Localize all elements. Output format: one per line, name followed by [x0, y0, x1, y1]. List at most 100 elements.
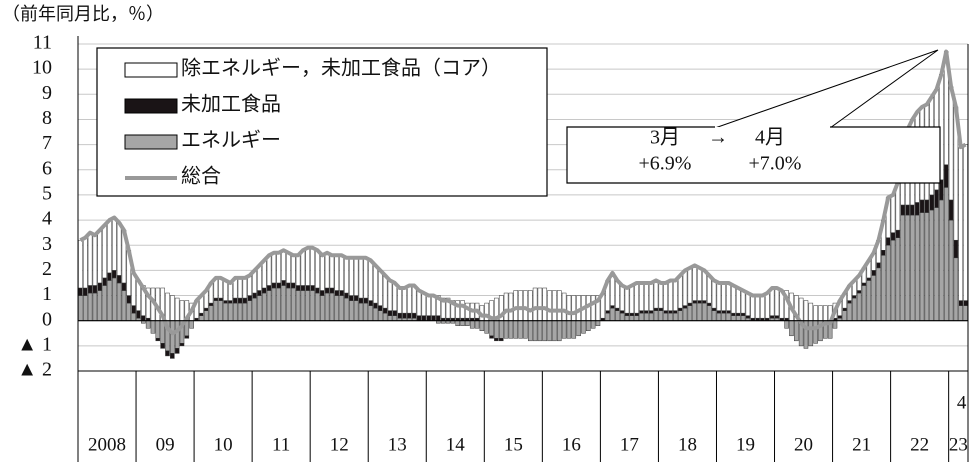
bar-segment [939, 199, 944, 321]
bar-segment [189, 320, 194, 329]
bar-segment [310, 247, 315, 286]
bar-segment [639, 310, 644, 314]
y-tick-label: 9 [42, 82, 52, 104]
bar-segment [363, 302, 369, 321]
bar-segment [174, 320, 180, 349]
bar-segment [856, 292, 862, 321]
bar-segment [436, 295, 441, 316]
bar-segment [813, 320, 818, 344]
bar-segment [266, 285, 272, 291]
bar-segment [97, 282, 103, 291]
bar-segment [218, 297, 223, 301]
bar-segment [532, 320, 538, 342]
bar-segment [431, 315, 436, 321]
x-tick-label: 15 [504, 434, 523, 455]
bar-segment [571, 320, 577, 339]
bar-segment [112, 217, 117, 271]
bar-segment [329, 292, 335, 321]
bar-segment [474, 320, 480, 329]
bar-segment [324, 292, 330, 321]
bar-segment [387, 310, 393, 316]
bar-segment [953, 257, 959, 321]
y-tick-label: 6 [42, 157, 52, 179]
bar-segment [943, 164, 949, 188]
bar-segment [223, 280, 228, 301]
bar-segment [82, 287, 88, 296]
bar-segment [523, 320, 528, 339]
bar-segment [527, 320, 533, 342]
bar-segment [692, 300, 697, 304]
bar-segment [890, 232, 896, 241]
bar-segment [382, 307, 388, 314]
bar-segment [644, 282, 649, 311]
bar-segment [731, 315, 736, 321]
bar-segment [286, 252, 291, 284]
bar-segment [668, 280, 673, 311]
bar-segment [943, 187, 949, 321]
bar-segment [445, 297, 451, 319]
bar-segment [242, 297, 248, 304]
bar-segment [586, 320, 591, 332]
bar-segment [242, 302, 248, 321]
bar-segment [619, 312, 625, 321]
bar-segment [145, 320, 151, 329]
bar-segment [963, 300, 968, 306]
bar-segment [914, 202, 920, 216]
bar-segment [373, 265, 378, 304]
bar-segment [958, 305, 964, 321]
y-tick-label: 4 [42, 208, 52, 230]
bar-segment [581, 320, 586, 334]
bar-segment [740, 315, 746, 321]
bar-segment [658, 282, 664, 309]
bar-segment [261, 287, 267, 294]
y-tick-label: 10 [32, 57, 52, 79]
bar-segment [339, 290, 344, 296]
bar-segment [411, 312, 417, 319]
bar-segment [716, 282, 722, 311]
bar-segment [276, 287, 282, 321]
bar-segment [300, 250, 306, 286]
bar-segment [218, 277, 223, 299]
bar-segment [866, 277, 872, 281]
bar-segment [203, 307, 209, 311]
bar-segment [552, 290, 557, 321]
bar-segment [382, 275, 388, 309]
bar-segment [634, 315, 639, 321]
bar-segment [697, 267, 702, 301]
bar-segment [344, 257, 349, 294]
bar-segment [687, 305, 693, 321]
bar-segment [78, 295, 83, 321]
bar-segment [266, 255, 272, 286]
bar-segment [349, 257, 354, 296]
x-tick-label: 21 [852, 434, 871, 455]
bar-segment [426, 315, 431, 321]
bar-segment [97, 290, 103, 321]
bar-segment [881, 250, 886, 256]
bar-segment [856, 290, 862, 294]
bar-segment [542, 320, 548, 342]
bar-segment [136, 310, 141, 319]
bar-segment [852, 297, 857, 321]
bar-segment [344, 292, 349, 299]
bar-segment [726, 310, 731, 314]
bar-segment [557, 290, 562, 321]
bar-segment [450, 300, 456, 319]
unit-label: （前年同月比，％） [2, 4, 164, 24]
bar-segment [489, 335, 494, 339]
bar-segment [590, 295, 596, 321]
bar-segment [107, 219, 112, 274]
bar-segment [257, 290, 262, 296]
bar-segment [295, 290, 301, 321]
bar-segment [126, 302, 132, 321]
bar-segment [174, 297, 180, 321]
bar-segment [368, 300, 373, 306]
bar-segment [97, 229, 103, 284]
bar-segment [329, 287, 335, 294]
bar-segment [295, 255, 301, 286]
bar-segment [702, 270, 707, 301]
bar-segment [315, 287, 320, 294]
bar-segment [498, 338, 504, 342]
bar-segment [653, 280, 659, 309]
bar-segment [634, 282, 639, 314]
bar-segment [247, 275, 252, 296]
